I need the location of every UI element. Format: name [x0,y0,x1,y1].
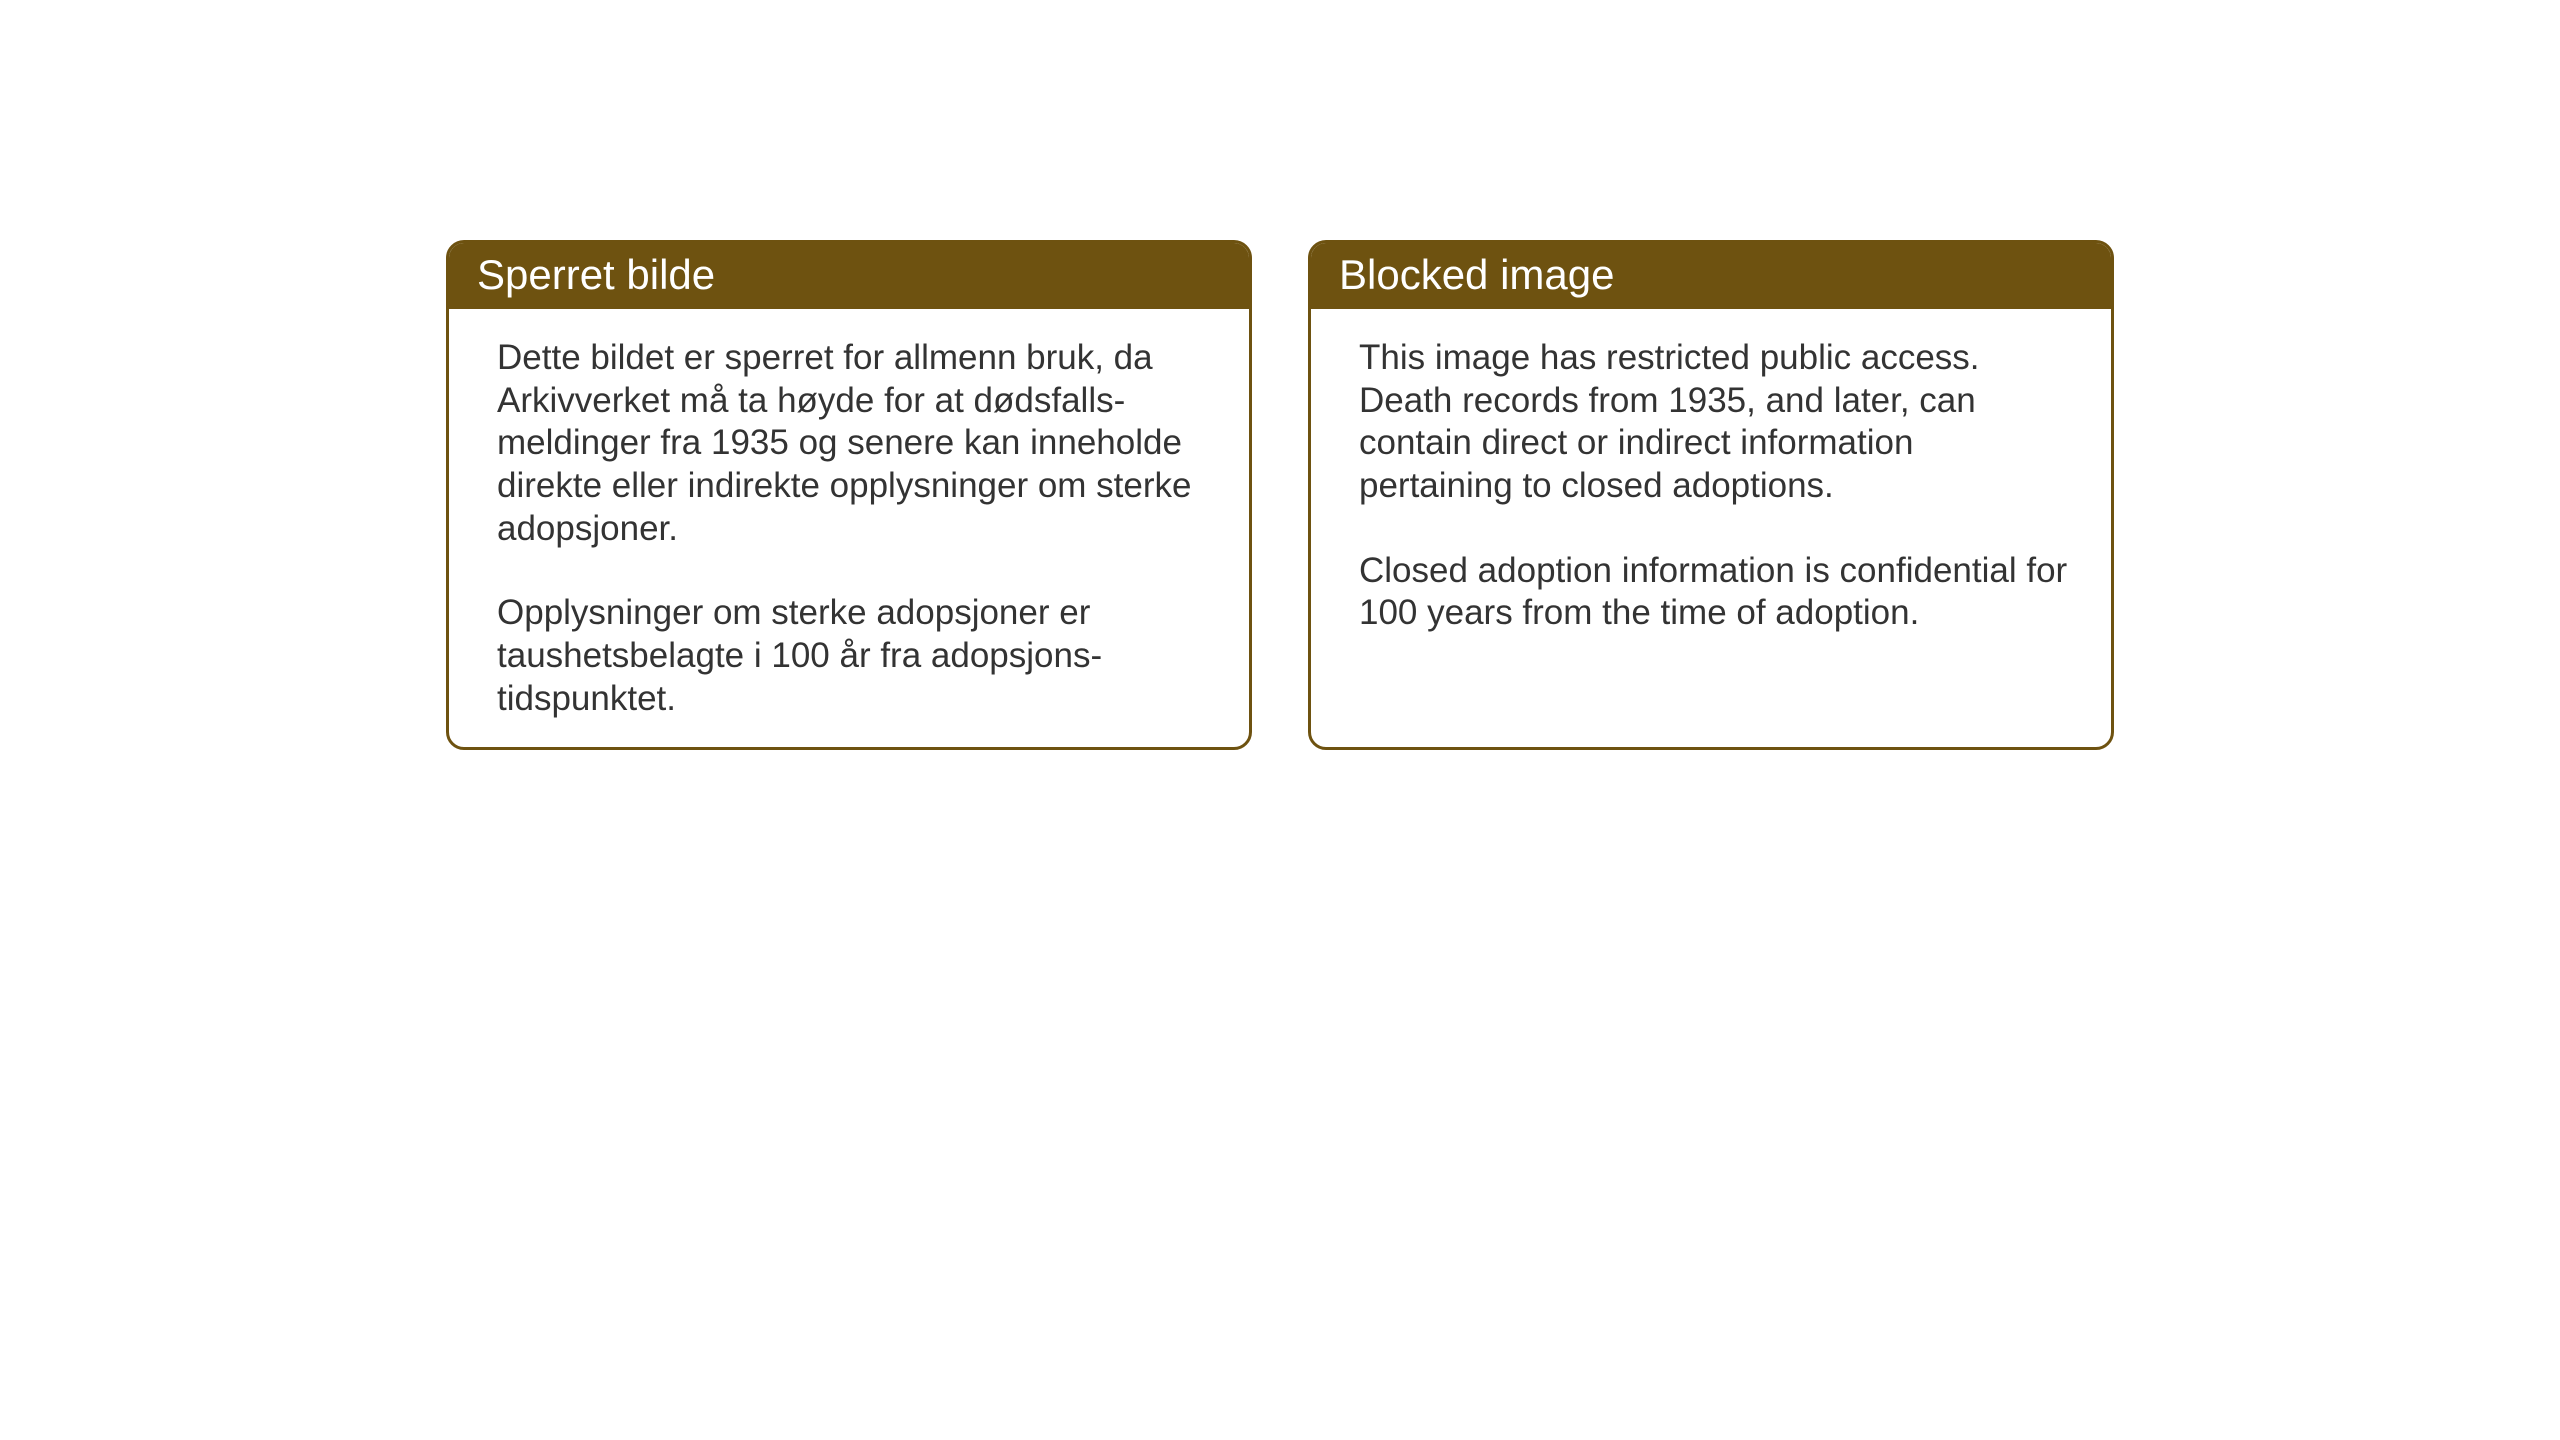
norwegian-notice-card: Sperret bilde Dette bildet er sperret fo… [446,240,1252,750]
norwegian-paragraph-2: Opplysninger om sterke adopsjoner er tau… [497,592,1207,720]
english-card-title: Blocked image [1311,243,2111,309]
english-card-body: This image has restricted public access.… [1311,309,2111,663]
norwegian-card-title: Sperret bilde [449,243,1249,309]
english-paragraph-1: This image has restricted public access.… [1359,337,2069,508]
english-paragraph-2: Closed adoption information is confident… [1359,550,2069,635]
english-notice-card: Blocked image This image has restricted … [1308,240,2114,750]
norwegian-card-body: Dette bildet er sperret for allmenn bruk… [449,309,1249,749]
notice-container: Sperret bilde Dette bildet er sperret fo… [446,240,2114,750]
norwegian-paragraph-1: Dette bildet er sperret for allmenn bruk… [497,337,1207,550]
